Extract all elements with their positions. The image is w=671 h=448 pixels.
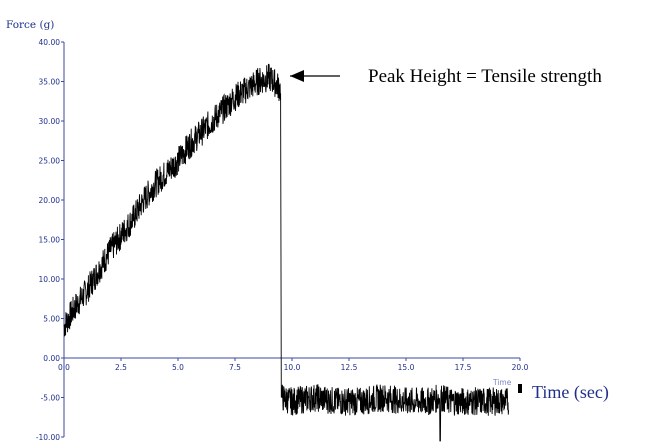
x-tick-label: 17.5: [455, 363, 472, 372]
y-tick-label: 5.00: [43, 315, 60, 324]
x-tick-label: 15.0: [398, 363, 415, 372]
x-tick-label: 0.0: [58, 363, 70, 372]
peak-annotation-arrow: [290, 70, 340, 82]
y-tick-label: 0.00: [43, 354, 60, 363]
y-tick-label: 25.00: [39, 157, 61, 166]
y-axis-label: Force (g): [6, 19, 54, 31]
y-tick-label: 10.00: [39, 275, 61, 284]
y-tick-label: 30.00: [39, 117, 61, 126]
y-tick-label: -5.00: [41, 394, 61, 403]
x-tick-label: 5.0: [172, 363, 184, 372]
axis-end-mark: [518, 384, 522, 393]
x-tick-label: 10.0: [284, 363, 301, 372]
y-tick-label: 15.00: [39, 236, 61, 245]
faint-time-label: Time: [492, 378, 512, 387]
y-axis: 40.00 35.00 30.00 25.00 20.00 15.00 10.00 5.00 0…: [36, 38, 65, 442]
x-axis: 0.0 2.5 5.0 7.5 10.0 12.5 15.0 17.5 20.0: [58, 357, 529, 372]
x-tick-label: 2.5: [115, 363, 127, 372]
y-tick-label: 35.00: [39, 78, 61, 87]
x-tick-label: 7.5: [229, 363, 241, 372]
y-tick-label: 40.00: [39, 38, 61, 47]
x-tick-label: 12.5: [341, 363, 358, 372]
y-tick-label: -10.00: [36, 433, 60, 442]
y-tick-label: 20.00: [39, 196, 61, 205]
x-axis-label: Time (sec): [532, 382, 609, 403]
force-series-line: [63, 63, 510, 442]
peak-annotation-text: Peak Height = Tensile strength: [368, 66, 602, 87]
x-tick-label: 20.0: [512, 363, 529, 372]
